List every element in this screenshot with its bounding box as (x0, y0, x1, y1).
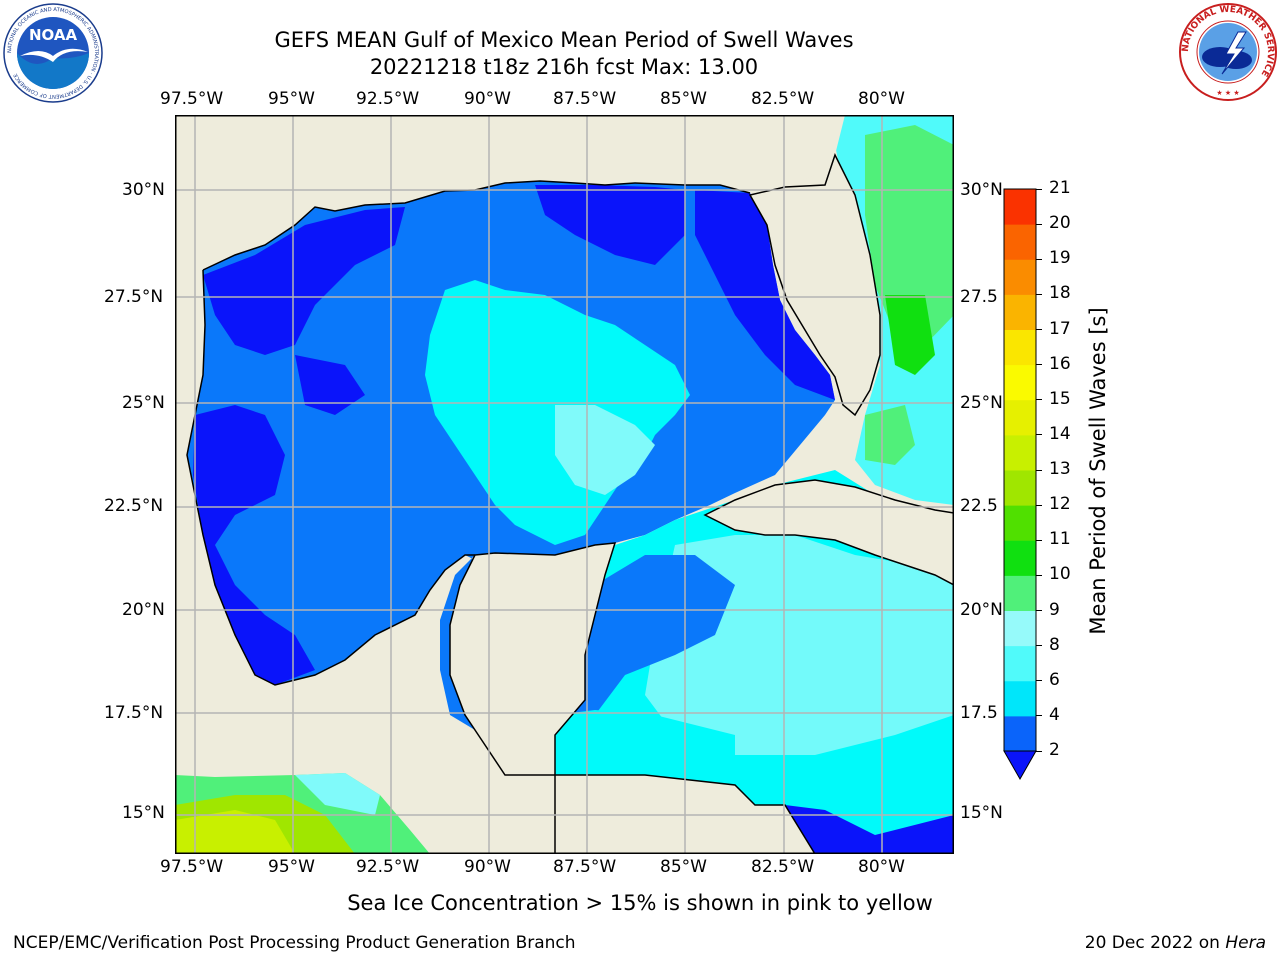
colorbar-tick-label: 15 (1049, 388, 1071, 409)
colorbar-tick-mark (1036, 574, 1042, 576)
lon-label: 90°W (464, 89, 511, 109)
chart-subtitle: 20221218 t18z 216h fcst Max: 13.00 (369, 55, 759, 79)
colorbar-band (1004, 645, 1036, 682)
colorbar-tick-label: 8 (1049, 634, 1060, 655)
colorbar-tick-mark (1036, 223, 1042, 225)
svg-text:★ ★ ★: ★ ★ ★ (1216, 89, 1239, 97)
colorbar-band (1004, 470, 1036, 506)
lon-label: 85°W (660, 857, 707, 877)
lon-label: 97.5°W (160, 857, 224, 877)
colorbar-tick-mark (1036, 364, 1042, 366)
colorbar-tick-mark (1036, 329, 1042, 330)
colorbar-tick-label: 17 (1049, 318, 1071, 339)
colorbar-tick-mark (1036, 715, 1042, 717)
colorbar-label: Mean Period of Swell Waves [s] (1086, 307, 1110, 635)
colorbar-tick-mark (1036, 258, 1042, 260)
colorbar-tick-label: 11 (1049, 529, 1071, 550)
lat-label: 20°N (960, 600, 1003, 620)
footer-date: 20 Dec 2022 on Hera (1085, 933, 1266, 953)
colorbar-band (1004, 610, 1036, 647)
colorbar-tick-mark (1036, 469, 1042, 471)
lon-label: 87.5°W (553, 857, 617, 877)
footer-credit: NCEP/EMC/Verification Post Processing Pr… (13, 933, 576, 953)
colorbar-band (1004, 540, 1036, 576)
lat-label: 22.5°N (104, 496, 164, 516)
colorbar-band (1004, 715, 1036, 752)
sea-ice-note: Sea Ice Concentration > 15% is shown in … (347, 891, 933, 915)
footer-machine: Hera (1225, 933, 1266, 953)
lon-label: 92.5°W (356, 857, 420, 877)
lon-label: 92.5°W (356, 89, 420, 109)
colorbar-band (1004, 399, 1036, 436)
colorbar-band (1004, 505, 1036, 541)
colorbar-tick-label: 14 (1049, 423, 1071, 444)
colorbar-tick-mark (1036, 434, 1042, 436)
lon-label: 80°W (858, 89, 905, 109)
lat-label: 15°N (122, 803, 165, 823)
colorbar-band (1004, 189, 1036, 225)
colorbar-tick-label: 16 (1049, 353, 1071, 374)
lon-label: 82.5°W (751, 89, 815, 109)
colorbar-tick-label: 9 (1049, 599, 1060, 620)
lat-label: 27.5 (960, 287, 998, 307)
lon-label: 87.5°W (553, 89, 617, 109)
colorbar (1003, 188, 1037, 781)
colorbar-tick-mark (1036, 504, 1042, 506)
lat-label: 22.5 (960, 496, 998, 516)
colorbar-tick-label: 19 (1049, 248, 1071, 269)
colorbar-band (1004, 259, 1036, 295)
graticule (175, 115, 954, 854)
colorbar-tick-mark (1036, 610, 1042, 611)
colorbar-tick-mark (1036, 188, 1042, 190)
gulf-map (175, 115, 954, 854)
lon-label: 82.5°W (751, 857, 815, 877)
colorbar-tick-label: 13 (1049, 459, 1071, 479)
lat-label: 30°N (960, 180, 1003, 200)
yucatan (449, 542, 617, 776)
colorbar-tick-mark (1036, 680, 1042, 682)
florida (750, 115, 845, 193)
colorbar-band (1004, 434, 1036, 471)
colorbar-band (1004, 680, 1036, 717)
colorbar-tick-mark (1036, 539, 1042, 541)
lat-label: 17.5°N (104, 703, 164, 723)
colorbar-tick-label: 4 (1049, 704, 1060, 725)
colorbar-tick-label: 21 (1049, 178, 1071, 198)
colorbar-tick-label: 12 (1049, 494, 1071, 515)
lon-label: 95°W (268, 857, 315, 877)
colorbar-tick-label: 10 (1049, 564, 1071, 585)
colorbar-tick-mark (1036, 645, 1042, 647)
lon-label: 97.5°W (160, 89, 224, 109)
nws-logo: NATIONAL WEATHER SERVICE ★ ★ ★ (1179, 3, 1277, 101)
lat-label: 30°N (122, 180, 165, 200)
colorbar-tick-label: 6 (1049, 669, 1060, 690)
lat-label: 20°N (122, 600, 165, 620)
colorbar-band (1004, 294, 1036, 330)
colorbar-band (1004, 224, 1036, 260)
lat-label: 25°N (122, 393, 165, 413)
lon-label: 80°W (858, 857, 905, 877)
lat-label: 17.5 (960, 703, 998, 723)
svg-text:NOAA: NOAA (29, 26, 78, 44)
colorbar-tick-label: 18 (1049, 283, 1071, 304)
lon-label: 95°W (268, 89, 315, 109)
lat-label: 15°N (960, 803, 1003, 823)
colorbar-tick-mark (1036, 399, 1042, 401)
colorbar-tick-label: 2 (1049, 740, 1060, 760)
lat-label: 27.5°N (104, 287, 164, 307)
noaa-logo: NATIONAL OCEANIC AND ATMOSPHERIC ADMINIS… (3, 3, 103, 103)
colorbar-tick-label: 20 (1049, 213, 1071, 234)
colorbar-tick-mark (1036, 750, 1042, 752)
colorbar-band (1004, 329, 1036, 366)
colorbar-extend-min (1003, 750, 1037, 781)
lon-label: 90°W (464, 857, 511, 877)
colorbar-band (1004, 575, 1036, 611)
chart-title: GEFS MEAN Gulf of Mexico Mean Period of … (274, 28, 854, 52)
colorbar-tick-mark (1036, 293, 1042, 295)
lon-label: 85°W (660, 89, 707, 109)
colorbar-band (1004, 364, 1036, 401)
footer-date-text: 20 Dec 2022 on (1084, 933, 1226, 953)
lat-label: 25°N (960, 393, 1003, 413)
